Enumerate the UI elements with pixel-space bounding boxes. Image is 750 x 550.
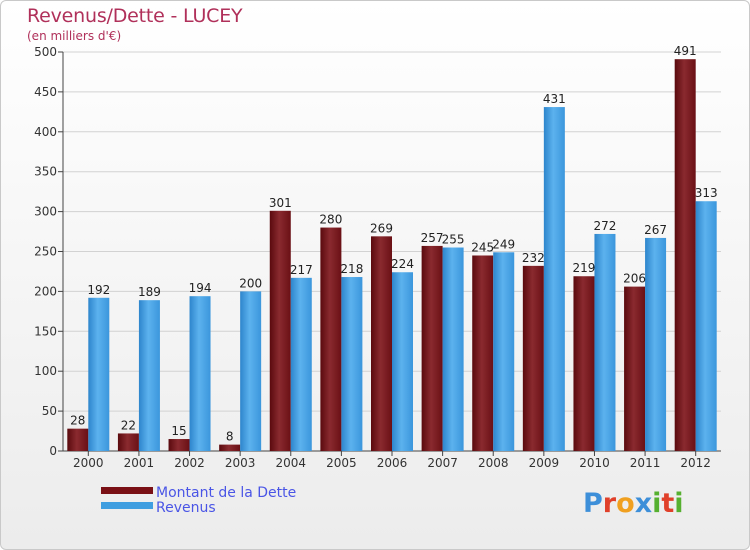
bar-dette bbox=[219, 444, 241, 451]
bar-revenus bbox=[543, 107, 565, 451]
bar-revenus bbox=[594, 233, 616, 451]
chart-title: Revenus/Dette - LUCEY bbox=[27, 5, 243, 27]
value-label-dette: 219 bbox=[573, 261, 596, 275]
y-tick-label: 250 bbox=[34, 245, 57, 259]
x-tick-label: 2007 bbox=[427, 456, 458, 470]
legend-swatch-debt bbox=[101, 487, 153, 494]
x-tick-label: 2011 bbox=[630, 456, 661, 470]
x-tick-label: 2003 bbox=[225, 456, 256, 470]
value-label-dette: 257 bbox=[421, 231, 444, 245]
value-label-revenus: 431 bbox=[543, 92, 566, 106]
bar-revenus bbox=[341, 277, 363, 451]
value-label-dette: 15 bbox=[171, 424, 186, 438]
bar-revenus bbox=[240, 291, 262, 451]
value-label-revenus: 267 bbox=[644, 223, 667, 237]
x-tick-label: 2001 bbox=[124, 456, 155, 470]
logo-letter: i bbox=[674, 488, 684, 519]
bar-dette bbox=[67, 428, 89, 451]
x-tick-label: 2010 bbox=[579, 456, 610, 470]
logo-letter: o bbox=[616, 488, 635, 519]
value-label-revenus: 217 bbox=[290, 263, 313, 277]
y-tick-label: 200 bbox=[34, 284, 57, 298]
bar-dette bbox=[269, 210, 291, 451]
bar-dette bbox=[371, 236, 392, 451]
value-label-dette: 206 bbox=[623, 272, 646, 286]
bar-revenus bbox=[88, 297, 110, 451]
value-label-revenus: 313 bbox=[695, 186, 718, 200]
bar-dette bbox=[674, 59, 696, 451]
bar-dette bbox=[168, 439, 190, 451]
bar-revenus bbox=[493, 252, 515, 451]
value-label-dette: 232 bbox=[522, 251, 545, 265]
logo-letter: x bbox=[634, 488, 653, 519]
x-tick-label: 2004 bbox=[275, 456, 306, 470]
bar-revenus bbox=[695, 201, 717, 451]
value-label-dette: 245 bbox=[471, 240, 494, 254]
value-label-dette: 491 bbox=[674, 44, 697, 58]
value-label-revenus: 194 bbox=[189, 281, 212, 295]
logo-letter: r bbox=[602, 488, 617, 519]
value-label-dette: 28 bbox=[70, 414, 85, 428]
value-label-dette: 280 bbox=[319, 213, 342, 227]
bar-dette bbox=[573, 276, 595, 451]
y-tick-label: 50 bbox=[42, 404, 57, 418]
x-tick-label: 2008 bbox=[478, 456, 509, 470]
value-label-revenus: 249 bbox=[492, 237, 515, 251]
value-label-dette: 22 bbox=[121, 418, 136, 432]
x-tick-label: 2012 bbox=[680, 456, 711, 470]
bar-revenus bbox=[290, 277, 312, 451]
legend-label-debt: Montant de la Dette bbox=[156, 485, 297, 501]
bar-dette bbox=[522, 265, 544, 451]
legend-label-revenus: Revenus bbox=[156, 500, 216, 516]
x-tick-label: 2005 bbox=[326, 456, 357, 470]
x-tick-label: 2002 bbox=[174, 456, 205, 470]
value-label-revenus: 192 bbox=[87, 283, 110, 297]
bar-dette bbox=[117, 433, 139, 451]
y-tick-label: 500 bbox=[34, 45, 57, 59]
y-tick-label: 350 bbox=[34, 165, 57, 179]
x-tick-label: 2009 bbox=[529, 456, 560, 470]
bar-dette bbox=[624, 286, 646, 451]
value-label-revenus: 189 bbox=[138, 285, 161, 299]
y-tick-label: 450 bbox=[34, 85, 57, 99]
bar-revenus bbox=[442, 247, 464, 451]
logo-letter: i bbox=[652, 488, 662, 519]
value-label-dette: 269 bbox=[370, 221, 393, 235]
y-tick-label: 100 bbox=[34, 364, 57, 378]
y-tick-label: 300 bbox=[34, 205, 57, 219]
y-tick-label: 0 bbox=[49, 444, 57, 458]
bar-revenus bbox=[189, 296, 211, 451]
y-tick-label: 400 bbox=[34, 125, 57, 139]
legend-swatch-revenus bbox=[101, 502, 153, 509]
value-label-dette: 301 bbox=[269, 196, 292, 210]
x-tick-label: 2000 bbox=[73, 456, 104, 470]
value-label-dette: 8 bbox=[226, 430, 234, 444]
bar-revenus bbox=[645, 237, 667, 451]
logo-letter: t bbox=[661, 488, 675, 519]
logo-letter: P bbox=[583, 488, 603, 519]
x-tick-label: 2006 bbox=[377, 456, 408, 470]
value-label-revenus: 255 bbox=[442, 233, 465, 247]
proxiti-logo: Proxiti bbox=[583, 488, 684, 519]
bar-dette bbox=[472, 255, 494, 451]
value-label-revenus: 218 bbox=[340, 262, 363, 276]
value-label-revenus: 272 bbox=[594, 219, 617, 233]
bar-dette bbox=[320, 227, 342, 451]
value-label-revenus: 200 bbox=[239, 276, 262, 290]
bar-revenus bbox=[138, 300, 160, 451]
bar-revenus bbox=[392, 272, 413, 451]
chart-subtitle: (en milliers d'€) bbox=[27, 29, 122, 43]
value-label-revenus: 224 bbox=[391, 257, 414, 271]
bar-dette bbox=[421, 245, 443, 451]
y-tick-label: 150 bbox=[34, 324, 57, 338]
